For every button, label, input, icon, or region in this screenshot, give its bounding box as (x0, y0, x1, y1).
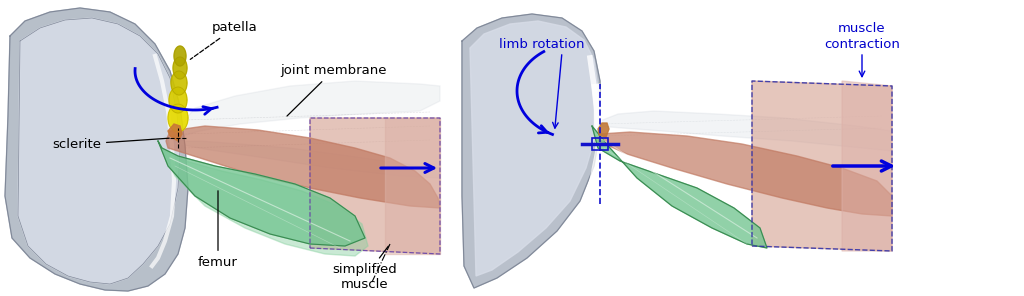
Polygon shape (168, 104, 188, 132)
Polygon shape (175, 81, 440, 138)
Polygon shape (174, 46, 186, 66)
Text: sclerite: sclerite (52, 138, 169, 151)
Polygon shape (158, 141, 365, 246)
Polygon shape (310, 118, 440, 254)
Polygon shape (5, 8, 188, 291)
Polygon shape (598, 111, 892, 151)
Polygon shape (462, 14, 600, 288)
Polygon shape (598, 123, 609, 137)
Polygon shape (18, 18, 180, 284)
Text: simplified
muscle: simplified muscle (333, 246, 397, 291)
Polygon shape (171, 71, 187, 95)
Polygon shape (175, 141, 440, 178)
Text: patella: patella (190, 21, 258, 59)
Polygon shape (598, 132, 892, 216)
Text: limb rotation: limb rotation (500, 38, 585, 51)
Polygon shape (168, 124, 182, 141)
Polygon shape (169, 87, 187, 113)
Polygon shape (162, 148, 368, 256)
Text: muscle
contraction: muscle contraction (824, 22, 900, 51)
Polygon shape (842, 81, 892, 251)
Polygon shape (173, 57, 187, 79)
Polygon shape (385, 118, 440, 254)
Polygon shape (470, 21, 598, 276)
Polygon shape (752, 81, 892, 251)
Text: joint membrane: joint membrane (280, 64, 386, 116)
Polygon shape (166, 126, 440, 208)
Polygon shape (592, 126, 767, 248)
Text: femur: femur (198, 191, 238, 269)
